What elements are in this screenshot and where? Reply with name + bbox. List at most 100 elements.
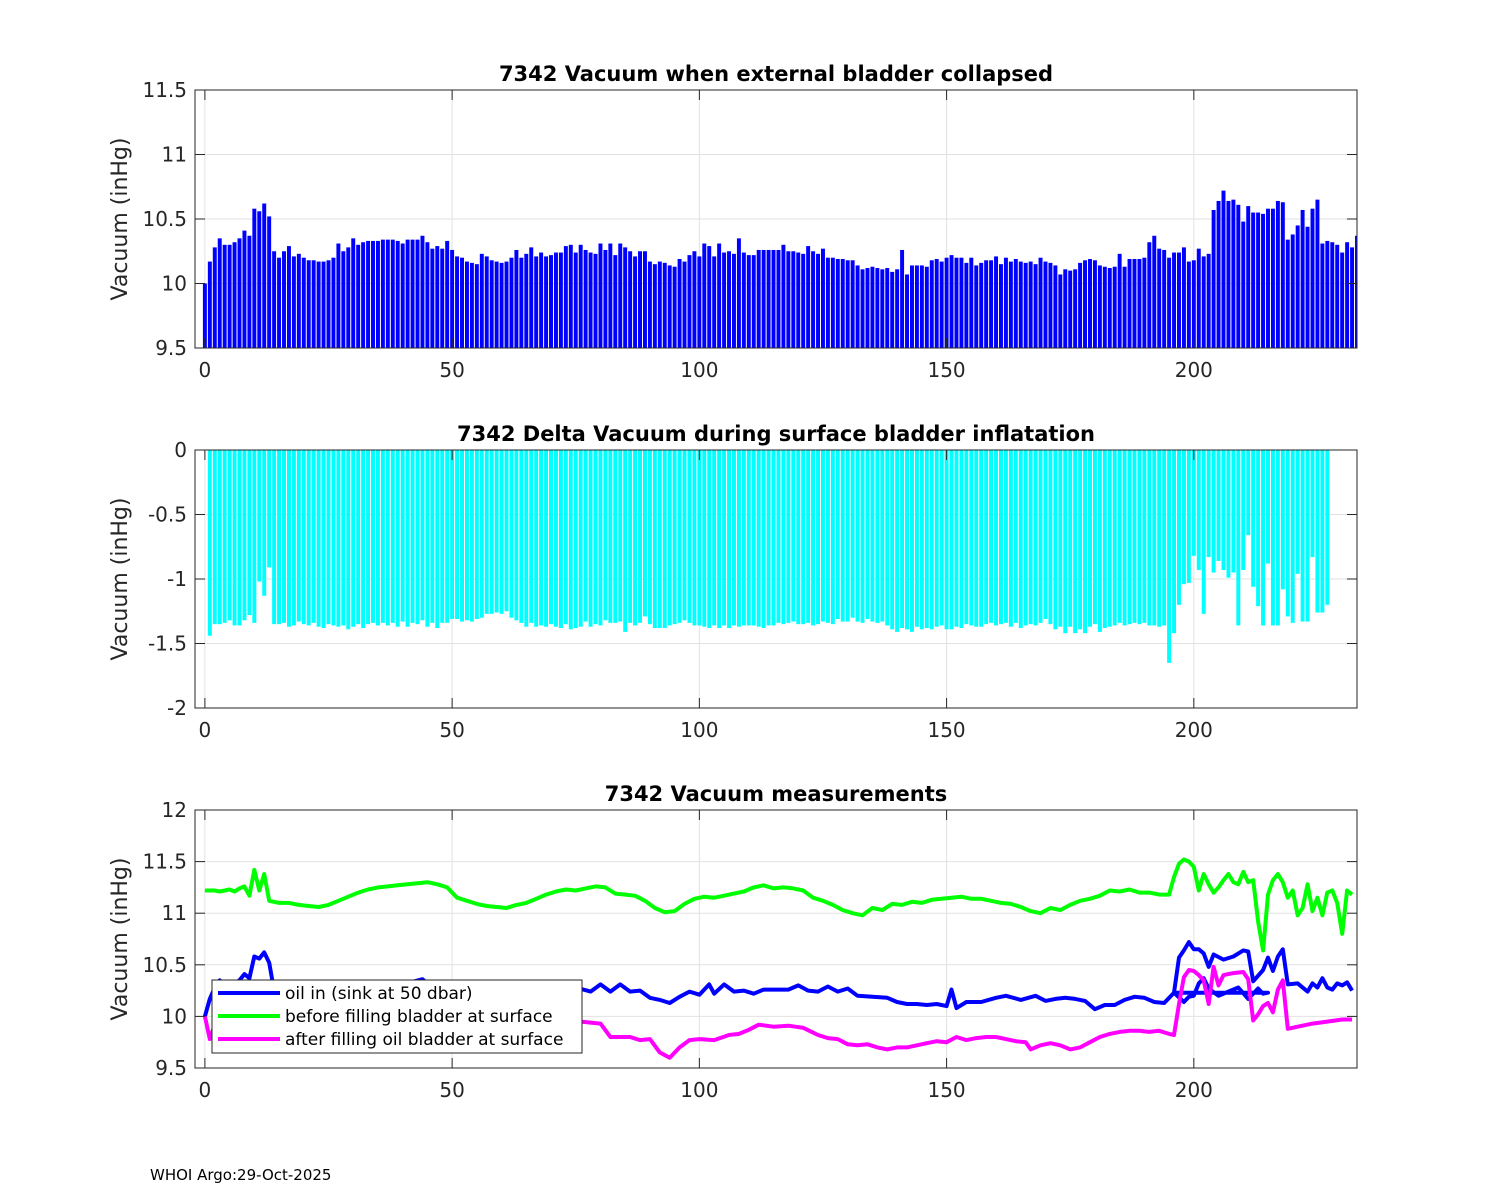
bar [1241,221,1246,348]
bar [321,450,326,629]
y-tick-label: 10.5 [142,207,187,231]
bar [885,268,890,348]
bar [1152,235,1157,348]
bar [1221,450,1226,570]
bar [1003,450,1008,623]
bar [727,251,732,348]
bar [1300,450,1305,622]
bar [598,450,603,626]
bar [1122,450,1127,626]
bar [544,256,549,348]
bar [282,450,286,623]
y-axis-label: Vacuum (inHg) [108,138,133,301]
bar [1211,209,1216,348]
bar [1132,450,1137,623]
bar [1043,261,1048,348]
bar [578,244,583,348]
bar [677,450,682,623]
y-tick-label: -0.5 [148,503,187,527]
bar [1102,450,1107,629]
bar [1186,450,1191,583]
bar [1028,261,1033,348]
bar [1221,190,1226,348]
bar [1088,258,1092,348]
bar [944,450,949,630]
bar [687,255,692,348]
bar [469,262,474,348]
bar [1266,208,1270,348]
bar [1058,450,1063,627]
bar [979,262,984,348]
bar [870,266,875,348]
bar [895,450,900,632]
bar [880,269,885,348]
bar [1246,206,1251,348]
bar [811,450,816,626]
bar [657,261,662,348]
y-tick-label: 12 [162,798,187,822]
bar [1172,252,1177,348]
bar [306,450,311,626]
bar [969,257,974,348]
bar [252,208,257,348]
bar [924,450,929,629]
bar [242,450,247,621]
bar [692,450,697,626]
bar [1102,266,1107,348]
bar [494,450,499,613]
bar [806,450,811,623]
bar [311,450,316,623]
bar [563,246,568,348]
bar [905,274,910,348]
bar [1078,262,1083,348]
bar [618,243,623,348]
bar [1008,261,1013,348]
bar [697,256,702,348]
bar [1226,450,1231,578]
x-tick-label: 150 [927,1078,965,1102]
bar [519,257,524,348]
bar [613,255,618,348]
bar [652,450,657,629]
bar [1275,200,1280,348]
bar [1033,450,1038,626]
bar [331,450,336,626]
bar [642,251,647,348]
bar [366,450,371,625]
x-tick-label: 150 [927,718,965,742]
bar [1083,260,1088,348]
bar [1048,450,1053,625]
y-tick-label: 9.5 [155,1056,187,1080]
bar [474,450,479,619]
bar [677,258,682,348]
bar [1186,261,1191,348]
bar [657,450,662,629]
series-line [204,857,1354,953]
bar [1325,240,1330,348]
bar [702,450,707,627]
panel-vacuum-collapsed: 0 50 100 150 200 9.5 10 10.5 11 11.5 7342 Vacuum w… [108,62,1358,382]
bar [736,238,741,348]
bar [1226,200,1231,348]
bar [247,450,252,616]
bar [539,252,544,348]
bar [553,252,558,348]
bar [489,450,494,614]
bar [697,450,702,626]
bar [232,450,237,626]
bar [484,256,489,348]
bar [346,450,351,630]
bar [217,238,222,348]
bar [860,450,865,623]
bar [272,251,277,348]
bar [415,239,420,348]
bar [954,450,959,627]
bar [638,450,642,623]
bar [400,450,405,622]
bar [964,450,969,625]
y-tick-label: -1.5 [148,632,187,656]
bar [489,260,494,348]
bar [746,255,751,348]
bar [1152,450,1157,626]
bar [1355,235,1357,348]
